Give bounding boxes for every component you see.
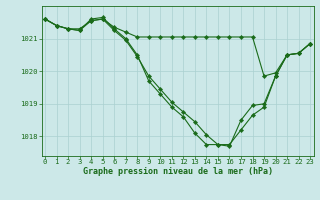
X-axis label: Graphe pression niveau de la mer (hPa): Graphe pression niveau de la mer (hPa): [83, 167, 273, 176]
